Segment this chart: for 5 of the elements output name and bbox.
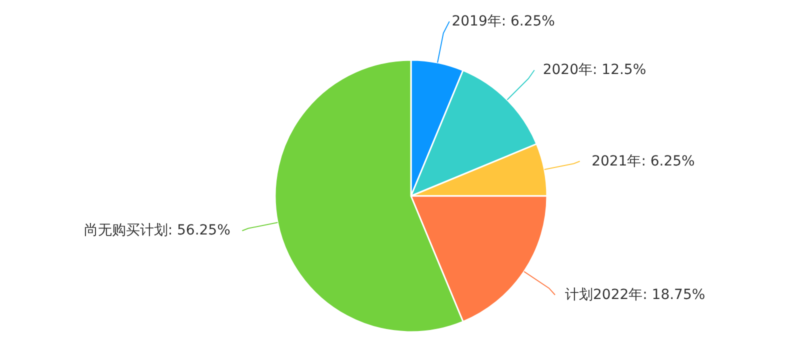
slice-label: 2021年: 6.25%: [592, 153, 695, 170]
slice-label: 2020年: 12.5%: [542, 62, 646, 78]
slice-label: 2019年: 6.25%: [452, 13, 556, 30]
slice-label: 计划2022年: 18.75%: [565, 286, 706, 303]
slice-label: 尚无购买计划: 56.25%: [84, 222, 230, 239]
